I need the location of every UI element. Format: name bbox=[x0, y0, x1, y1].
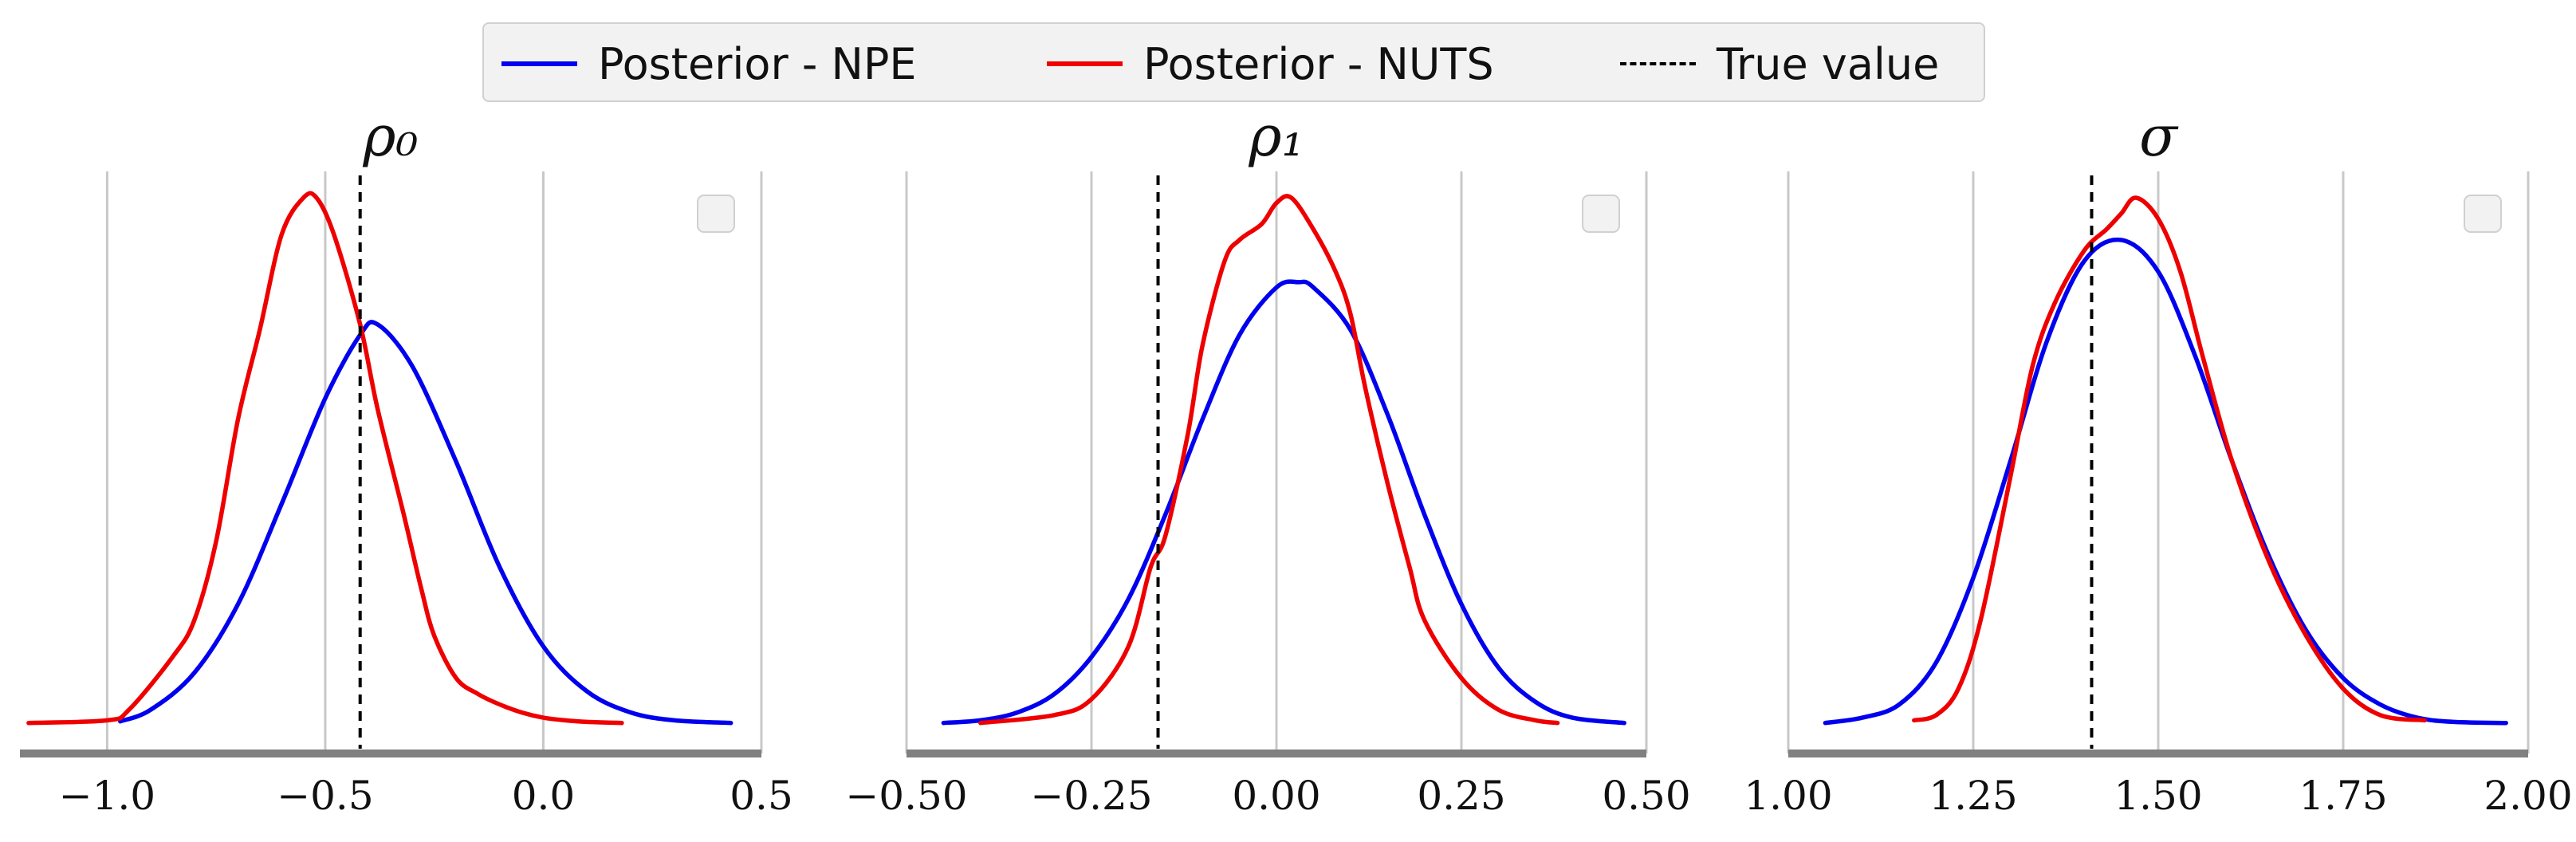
rho1-title: ρ₁ bbox=[1248, 104, 1304, 169]
legend-swatch-nuts bbox=[1047, 61, 1123, 66]
sigma-tick-label-2: 1.50 bbox=[2114, 773, 2202, 819]
rho0-tick-label-2: 0.0 bbox=[512, 773, 576, 819]
legend-label-npe: Posterior - NPE bbox=[598, 38, 917, 89]
rho1-npe-curve bbox=[941, 279, 1626, 726]
rho0-title: ρ₀ bbox=[362, 104, 418, 169]
legend-swatch-npe bbox=[501, 61, 577, 66]
sigma-tick-label-3: 1.75 bbox=[2299, 773, 2387, 819]
rho0-nuts-curve bbox=[26, 191, 624, 726]
rho1-nuts-curve bbox=[978, 194, 1560, 726]
rho0-npe-curve bbox=[118, 320, 733, 726]
rho0-tick-label-0: −1.0 bbox=[59, 773, 155, 819]
rho1-tick-label-1: −0.25 bbox=[1030, 773, 1152, 819]
sigma-title: σ bbox=[2139, 104, 2179, 169]
rho1-tick-label-3: 0.25 bbox=[1417, 773, 1505, 819]
legend-item-true-value[interactable]: True value bbox=[1620, 24, 1939, 104]
rho0-tick-label-1: −0.5 bbox=[277, 773, 373, 819]
sigma-empty-legend bbox=[2464, 195, 2502, 233]
legend-item-npe[interactable]: Posterior - NPE bbox=[501, 24, 917, 104]
legend-label-true-value: True value bbox=[1717, 38, 1940, 89]
sigma-tick-label-4: 2.00 bbox=[2484, 773, 2572, 819]
sigma-nuts-curve bbox=[1912, 195, 2427, 723]
rho0-tick-label-3: 0.5 bbox=[730, 773, 793, 819]
sigma-tick-label-0: 1.00 bbox=[1744, 773, 1832, 819]
rho1-tick-label-2: 0.00 bbox=[1232, 773, 1320, 819]
sigma-npe-curve bbox=[1823, 237, 2508, 726]
rho1-tick-label-0: −0.50 bbox=[845, 773, 967, 819]
legend: Posterior - NPE Posterior - NUTS True va… bbox=[482, 22, 1985, 102]
rho1-empty-legend bbox=[1582, 195, 1620, 233]
rho0-empty-legend bbox=[697, 195, 735, 233]
rho1-tick-label-4: 0.50 bbox=[1602, 773, 1690, 819]
legend-label-nuts: Posterior - NUTS bbox=[1143, 38, 1494, 89]
legend-item-nuts[interactable]: Posterior - NUTS bbox=[1047, 24, 1494, 104]
sigma-tick-label-1: 1.25 bbox=[1929, 773, 2017, 819]
legend-swatch-true-value bbox=[1620, 62, 1696, 65]
